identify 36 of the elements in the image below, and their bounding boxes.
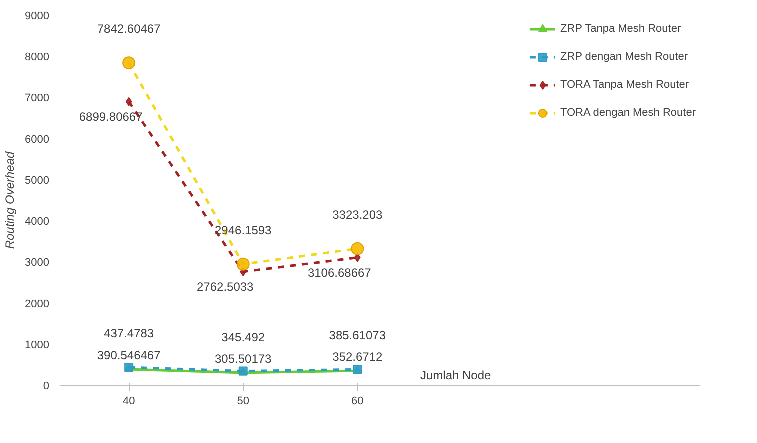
- point: [351, 242, 364, 256]
- legend-label: ZRP Tanpa Mesh Router: [560, 23, 682, 35]
- data-label: 2946.1593: [214, 223, 272, 238]
- y-tick-label: 4000: [25, 216, 50, 228]
- data-label: 352.6712: [332, 350, 383, 364]
- legend-label: ZRP dengan Mesh Router: [560, 51, 688, 63]
- data-label: 7842.60467: [97, 22, 162, 36]
- y-tick-label: 9000: [25, 10, 50, 22]
- x-tick-label: 50: [237, 396, 250, 408]
- data-label: 305.50173: [214, 352, 272, 366]
- y-axis-title: Routing Overhead: [3, 151, 18, 250]
- y-tick-label: 8000: [25, 52, 50, 64]
- legend-label: TORA Tanpa Mesh Router: [560, 79, 690, 91]
- point: [354, 253, 361, 262]
- x-axis-title: Jumlah Node: [420, 368, 492, 382]
- y-tick-label: 1000: [25, 339, 50, 352]
- point: [122, 56, 136, 70]
- data-label: 3323.203: [332, 208, 383, 222]
- data-label: 385.61073: [329, 328, 386, 343]
- data-label: 390.546467: [97, 348, 162, 362]
- x-tick-label: 60: [352, 396, 364, 408]
- x-tick-label: 40: [122, 396, 136, 408]
- point: [126, 97, 132, 106]
- y-tick-label: 7000: [25, 92, 50, 105]
- data-label: 6899.80667: [79, 110, 144, 124]
- y-tick-label: 0: [43, 380, 50, 392]
- data-label: 437.4783: [104, 326, 154, 341]
- y-tick-label: 5000: [25, 174, 50, 187]
- y-tick-label: 6000: [25, 134, 50, 146]
- data-label: 345.492: [222, 330, 266, 344]
- y-tick-label: 3000: [25, 257, 50, 270]
- y-tick-label: 2000: [25, 298, 50, 310]
- data-label: 2762.5033: [196, 280, 254, 294]
- data-label: 3106.68667: [308, 266, 372, 280]
- legend-label: TORA dengan Mesh Router: [560, 107, 696, 119]
- point: [236, 258, 250, 271]
